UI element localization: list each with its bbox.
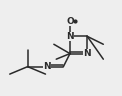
Text: N: N (43, 62, 51, 71)
Text: N: N (66, 32, 74, 41)
Text: N: N (83, 49, 91, 58)
Text: O: O (66, 17, 74, 26)
